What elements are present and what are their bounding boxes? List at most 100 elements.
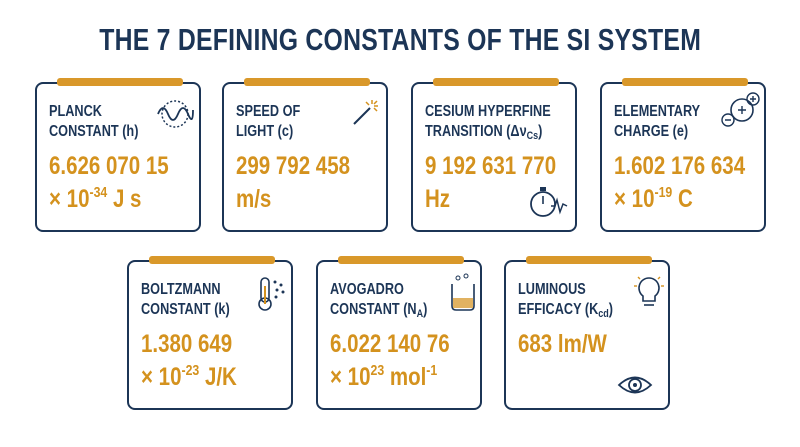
text-line: 6.022 140 76 xyxy=(330,328,494,361)
card-accent xyxy=(149,256,275,264)
icon xyxy=(157,100,194,128)
text-line: EFFICACY (Kcd) xyxy=(518,300,674,320)
card-accent xyxy=(244,78,370,86)
text: CONSTANT (k) xyxy=(141,301,230,318)
text: ) xyxy=(423,301,428,318)
text-line: × 10-19 C xyxy=(614,183,778,216)
text: SPEED OF xyxy=(236,103,301,120)
text: 6.022 140 76 xyxy=(330,330,450,358)
constant-name: SPEED OF LIGHT (c) xyxy=(236,102,392,142)
text: 683 lm/W xyxy=(518,330,607,358)
text-line: LIGHT (c) xyxy=(236,122,392,142)
card-accent xyxy=(433,78,559,86)
icon xyxy=(451,273,475,311)
text-line: 299 792 458 xyxy=(236,150,400,183)
text: × 10 xyxy=(49,185,90,213)
constant-value: 299 792 458 m/s xyxy=(236,150,400,216)
card-accent xyxy=(526,256,652,264)
title-wrap: THE 7 DEFINING CONSTANTS OF THE SI SYSTE… xyxy=(0,22,800,58)
constant-value: 9 192 631 770 Hz xyxy=(425,150,589,216)
text: CHARGE (e) xyxy=(614,123,689,140)
text-line: × 10-34 J s xyxy=(49,183,213,216)
constant-card: SPEED OF LIGHT (c) 299 792 458 m/s xyxy=(222,78,388,232)
subscript: cd xyxy=(598,308,609,320)
constant-card: LUMINOUS EFFICACY (Kcd) 683 lm/W xyxy=(504,256,670,410)
text-line: 9 192 631 770 xyxy=(425,150,589,183)
title: THE 7 DEFINING CONSTANTS OF THE SI SYSTE… xyxy=(99,22,701,57)
subscript: Cs xyxy=(526,130,539,142)
text-line: SPEED OF xyxy=(236,102,392,122)
text-line: m/s xyxy=(236,183,400,216)
text: CONSTANT (h) xyxy=(49,123,139,140)
text: AVOGADRO xyxy=(330,281,404,298)
text-line: Hz xyxy=(425,183,589,216)
text-line: CHARGE (e) xyxy=(614,122,770,142)
constant-value: 1.380 649 × 10-23 J/K xyxy=(141,328,305,394)
subscript: A xyxy=(416,308,424,320)
text: 1.602 176 634 xyxy=(614,152,746,180)
text-line: CONSTANT (NA) xyxy=(330,300,486,320)
superscript: -34 xyxy=(89,184,108,201)
constant-card: CESIUM HYPERFINE TRANSITION (ΔνCs) 9 192 6… xyxy=(411,78,577,232)
card-accent xyxy=(622,78,748,86)
text-line: × 1023 mol-1 xyxy=(330,361,494,394)
text: 6.626 070 15 xyxy=(49,152,169,180)
constant-card: PLANCK CONSTANT (h) 6.626 070 15 × 10-34 J … xyxy=(35,78,201,232)
text-line: 1.380 649 xyxy=(141,328,305,361)
text: ) xyxy=(538,123,543,140)
text: C xyxy=(672,185,693,213)
constant-card: ELEMENTARY CHARGE (e) 1.602 176 634 × 10-19… xyxy=(600,78,766,232)
icon xyxy=(530,187,568,217)
superscript: 23 xyxy=(370,362,385,379)
constant-name: PLANCK CONSTANT (h) xyxy=(49,102,205,142)
constant-name: ELEMENTARY CHARGE (e) xyxy=(614,102,770,142)
icon xyxy=(353,100,378,125)
text-line: TRANSITION (ΔνCs) xyxy=(425,122,581,142)
superscript: -19 xyxy=(654,184,673,201)
text: 9 192 631 770 xyxy=(425,152,557,180)
icon xyxy=(617,376,653,394)
text-line: AVOGADRO xyxy=(330,280,486,300)
text: J s xyxy=(107,185,142,213)
text-line: LUMINOUS xyxy=(518,280,674,300)
text-line: CONSTANT (h) xyxy=(49,122,205,142)
text: ) xyxy=(608,301,614,318)
text-line: 683 lm/W xyxy=(518,328,682,361)
constant-name: CESIUM HYPERFINE TRANSITION (ΔνCs) xyxy=(425,102,581,142)
text: PLANCK xyxy=(49,103,102,120)
text: ELEMENTARY xyxy=(614,103,701,120)
icon xyxy=(258,277,285,311)
text: LUMINOUS xyxy=(518,281,586,298)
constant-value: 683 lm/W xyxy=(518,328,682,361)
constant-value: 6.626 070 15 × 10-34 J s xyxy=(49,150,213,216)
constant-value: 1.602 176 634 × 10-19 C xyxy=(614,150,778,216)
text: LIGHT (c) xyxy=(236,123,294,140)
text-line: PLANCK xyxy=(49,102,205,122)
text: m/s xyxy=(236,185,272,213)
text: × 10 xyxy=(330,363,371,391)
superscript: -1 xyxy=(426,362,438,379)
text: TRANSITION (Δν xyxy=(425,123,527,140)
constant-card: AVOGADRO CONSTANT (NA) 6.022 140 76 × 1023 … xyxy=(316,256,482,410)
card-accent xyxy=(57,78,183,86)
text-line: ELEMENTARY xyxy=(614,102,770,122)
text-line: 6.626 070 15 xyxy=(49,150,213,183)
text: Hz xyxy=(425,185,451,213)
text: CESIUM HYPERFINE xyxy=(425,103,551,120)
text: 1.380 649 xyxy=(141,330,233,358)
text: × 10 xyxy=(141,363,182,391)
constant-name: LUMINOUS EFFICACY (Kcd) xyxy=(518,280,674,320)
card-accent xyxy=(338,256,464,264)
constant-value: 6.022 140 76 × 1023 mol-1 xyxy=(330,328,494,394)
text: EFFICACY (K xyxy=(518,301,599,318)
text: mol xyxy=(384,363,427,391)
text-line: CONSTANT (k) xyxy=(141,300,297,320)
text-line: 1.602 176 634 xyxy=(614,150,778,183)
icon xyxy=(721,92,760,127)
text: 299 792 458 xyxy=(236,152,351,180)
text: CONSTANT (N xyxy=(330,301,417,318)
constant-name: BOLTZMANN CONSTANT (k) xyxy=(141,280,297,320)
text-line: × 10-23 J/K xyxy=(141,361,305,394)
constant-card: BOLTZMANN CONSTANT (k) 1.380 649 × 10-23 J/… xyxy=(127,256,293,410)
